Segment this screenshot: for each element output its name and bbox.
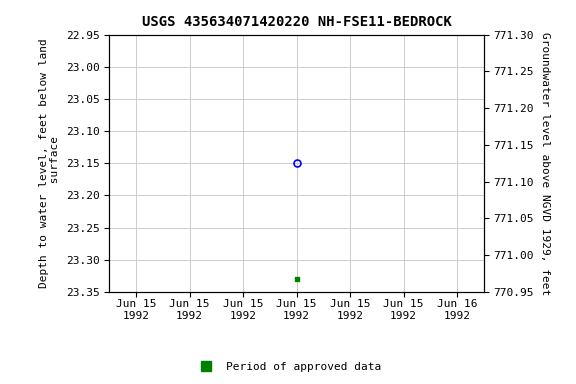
Title: USGS 435634071420220 NH-FSE11-BEDROCK: USGS 435634071420220 NH-FSE11-BEDROCK: [142, 15, 452, 29]
Y-axis label: Depth to water level, feet below land
 surface: Depth to water level, feet below land su…: [39, 38, 60, 288]
Y-axis label: Groundwater level above NGVD 1929, feet: Groundwater level above NGVD 1929, feet: [540, 31, 550, 295]
Legend: Period of approved data: Period of approved data: [191, 358, 385, 377]
